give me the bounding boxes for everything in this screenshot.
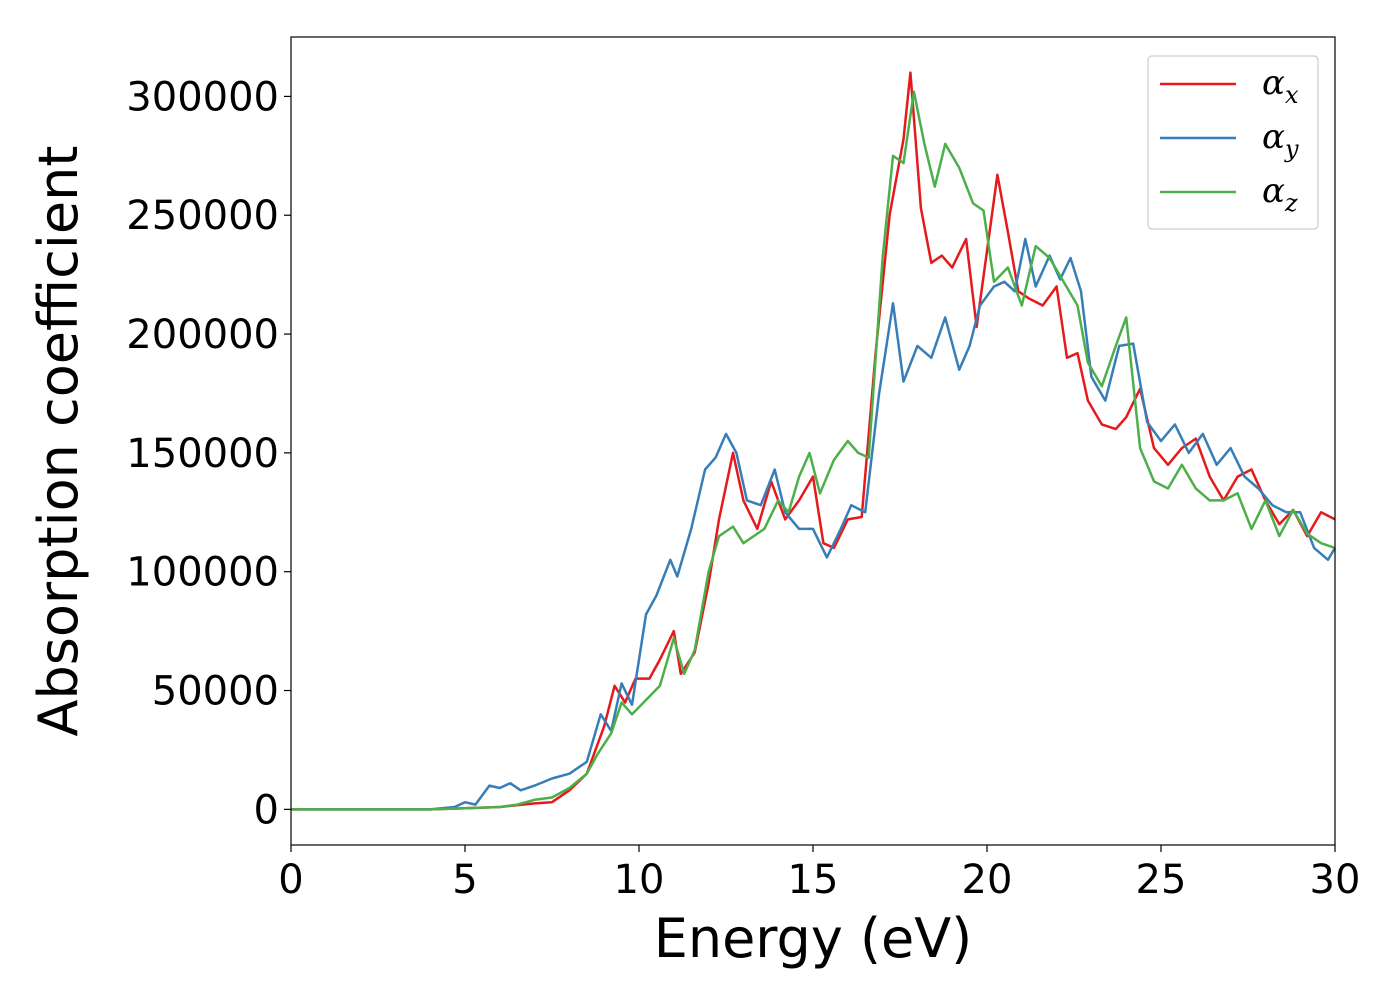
series-layer — [291, 71, 1337, 811]
y-tick-label: 200000 — [126, 312, 279, 358]
y-tick-label: 50000 — [152, 669, 279, 715]
y-tick-label: 250000 — [126, 193, 279, 239]
x-tick-label: 10 — [614, 857, 665, 903]
x-tick-label: 25 — [1136, 857, 1187, 903]
series-line-z — [291, 90, 1336, 811]
y-axis-title: Absorption coefficient — [27, 146, 90, 737]
legend-label-subscript: y — [1284, 135, 1299, 163]
x-tick-label: 30 — [1310, 857, 1361, 903]
series-line-y — [291, 237, 1337, 811]
x-tick-label: 0 — [278, 857, 303, 903]
x-tick-label: 20 — [962, 857, 1013, 903]
series-line-x — [291, 71, 1336, 811]
x-tick-label: 15 — [788, 857, 839, 903]
legend-label-subscript: z — [1284, 189, 1298, 217]
y-tick-label: 100000 — [126, 550, 279, 596]
legend-label-x: αx — [1262, 63, 1299, 109]
y-tick-label: 300000 — [126, 74, 279, 120]
legend-label-z: αz — [1262, 171, 1298, 217]
legend-label-base: α — [1262, 63, 1285, 103]
y-axis: 0 50000 100000 150000 200000 250000 300000 — [126, 74, 291, 833]
legend-label-subscript: x — [1285, 81, 1299, 109]
x-tick-label: 5 — [452, 857, 477, 903]
x-axis-title: Energy (eV) — [654, 907, 973, 970]
y-tick-label: 150000 — [126, 431, 279, 477]
legend-box — [1147, 55, 1319, 230]
legend-label-y: αy — [1262, 117, 1299, 163]
x-axis: 0 5 10 15 20 25 30 — [278, 845, 1360, 903]
y-tick-label: 0 — [254, 787, 279, 833]
legend-label-base: α — [1262, 117, 1285, 157]
legend-label-base: α — [1262, 171, 1285, 211]
